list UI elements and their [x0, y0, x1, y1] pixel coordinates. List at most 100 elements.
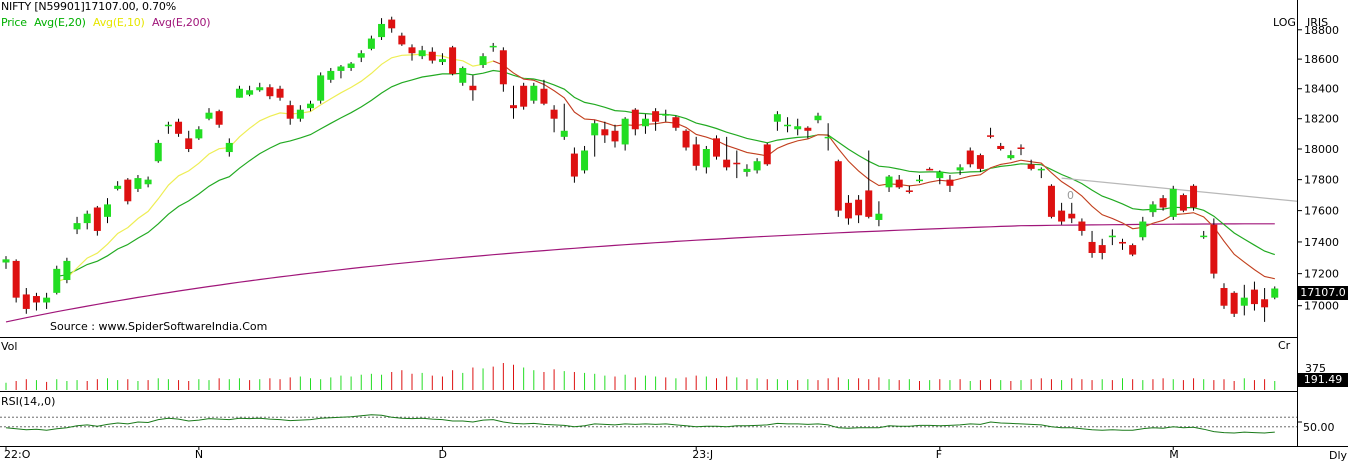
rsi-line	[5, 414, 1302, 434]
candle-up	[1169, 188, 1177, 217]
trendline	[1061, 177, 1298, 202]
candle-down	[215, 111, 223, 125]
candle-down	[1058, 210, 1066, 222]
candle-down	[520, 85, 528, 107]
period-label[interactable]: Dly	[1329, 449, 1348, 462]
candle-down	[723, 159, 731, 168]
candle-down	[1261, 299, 1269, 308]
candle-down	[1190, 185, 1198, 208]
price-tick-label: 17000	[1304, 300, 1339, 313]
candle-down	[713, 138, 720, 157]
rsi-tick: 50.00	[1303, 421, 1335, 434]
volume-bars	[5, 363, 1276, 390]
x-tick-label: D	[438, 448, 446, 461]
candle-down	[987, 135, 995, 137]
candle-up	[347, 63, 355, 68]
price-tick-label: 18400	[1304, 83, 1339, 96]
price-tick-label: 18600	[1304, 53, 1339, 66]
candle-up	[104, 204, 111, 217]
candle-down	[905, 190, 913, 192]
candle-up	[256, 87, 264, 91]
candle-up	[438, 59, 446, 63]
ema200-path	[5, 223, 1275, 323]
candle-down	[1047, 185, 1055, 217]
candle-down	[1210, 224, 1218, 274]
candle-up	[641, 118, 649, 127]
candle-up	[875, 213, 883, 220]
price-tick-label: 18800	[1304, 24, 1339, 37]
candle-up	[246, 90, 254, 95]
legend: Price Avg(E,20) Avg(E,10) Avg(E,200)	[1, 16, 214, 29]
candle-up	[195, 129, 203, 139]
candle-up	[53, 268, 61, 293]
candle-down	[1068, 213, 1076, 219]
candle-down	[1230, 292, 1238, 314]
price-tick-label: 17200	[1304, 268, 1339, 281]
candle-up	[489, 45, 497, 48]
candle-down	[966, 150, 974, 165]
candle-down	[1027, 164, 1035, 169]
candle-up	[43, 297, 51, 303]
candle-down	[865, 190, 873, 217]
candle-up	[581, 150, 589, 171]
candle-down	[550, 109, 558, 119]
candle-up	[296, 109, 304, 119]
x-tick-label: 22:O	[4, 448, 31, 461]
candle-up	[530, 85, 538, 101]
candle-up	[479, 56, 487, 66]
rsi-reference-lines	[0, 416, 1297, 428]
candle-down	[763, 144, 771, 165]
candle-up	[1007, 155, 1015, 159]
x-tick-label: 23:J	[692, 448, 713, 461]
candle-up	[459, 67, 467, 83]
candle-down	[428, 51, 436, 61]
iris-label[interactable]: IRIS	[1307, 16, 1329, 29]
candle-up	[2, 259, 10, 263]
candle-down	[469, 85, 477, 91]
candle-down	[266, 87, 274, 97]
candle-up	[134, 178, 142, 189]
candle-up	[73, 223, 81, 230]
candle-down	[1098, 245, 1106, 253]
candle-down	[1179, 195, 1187, 211]
log-label[interactable]: LOG	[1273, 16, 1296, 29]
candle-down	[895, 179, 903, 188]
candle-up	[1149, 204, 1157, 213]
candle-down	[1159, 198, 1167, 208]
candle-up	[164, 124, 172, 127]
candle-down	[1250, 289, 1258, 305]
symbol-header: NIFTY [N59901]17107.00, 0.70%	[1, 0, 176, 13]
candle-down	[388, 19, 396, 29]
candle-up	[205, 112, 213, 119]
legend-ema20: Avg(E,20)	[34, 16, 86, 29]
candle-down	[1220, 288, 1228, 306]
candle-up	[317, 75, 325, 101]
candle-up	[885, 176, 893, 188]
candle-down	[733, 162, 741, 165]
candle-down	[276, 88, 284, 98]
candle-up	[418, 50, 426, 57]
candle-up	[621, 118, 629, 145]
candle-up	[1271, 288, 1279, 298]
candle-down	[499, 50, 507, 85]
candle-up	[824, 136, 832, 139]
legend-ema10: Avg(E,10)	[93, 16, 145, 29]
candle-down	[570, 153, 578, 177]
symbol-text: NIFTY [N59901]17107.00,	[1, 0, 139, 13]
candle-down	[1017, 147, 1025, 150]
x-axis: 22:O N D 23:J F M	[4, 446, 1179, 461]
candle-up	[1037, 168, 1045, 171]
candle-up	[773, 114, 781, 122]
candle-up	[662, 114, 670, 116]
candle-down	[408, 47, 416, 54]
candle-up	[814, 115, 822, 121]
candle-down	[692, 144, 700, 166]
candle-down	[844, 202, 852, 219]
volume-corner-label: Cr	[1278, 339, 1291, 352]
current-price-badge: 17107.0	[1298, 286, 1348, 300]
legend-ema200: Avg(E,200)	[151, 16, 211, 29]
rsi-panel-label: RSI(14,,0)	[1, 395, 56, 408]
candle-up	[936, 171, 944, 179]
volume-panel-label: Vol	[1, 340, 18, 353]
panel-borders	[0, 0, 1348, 447]
